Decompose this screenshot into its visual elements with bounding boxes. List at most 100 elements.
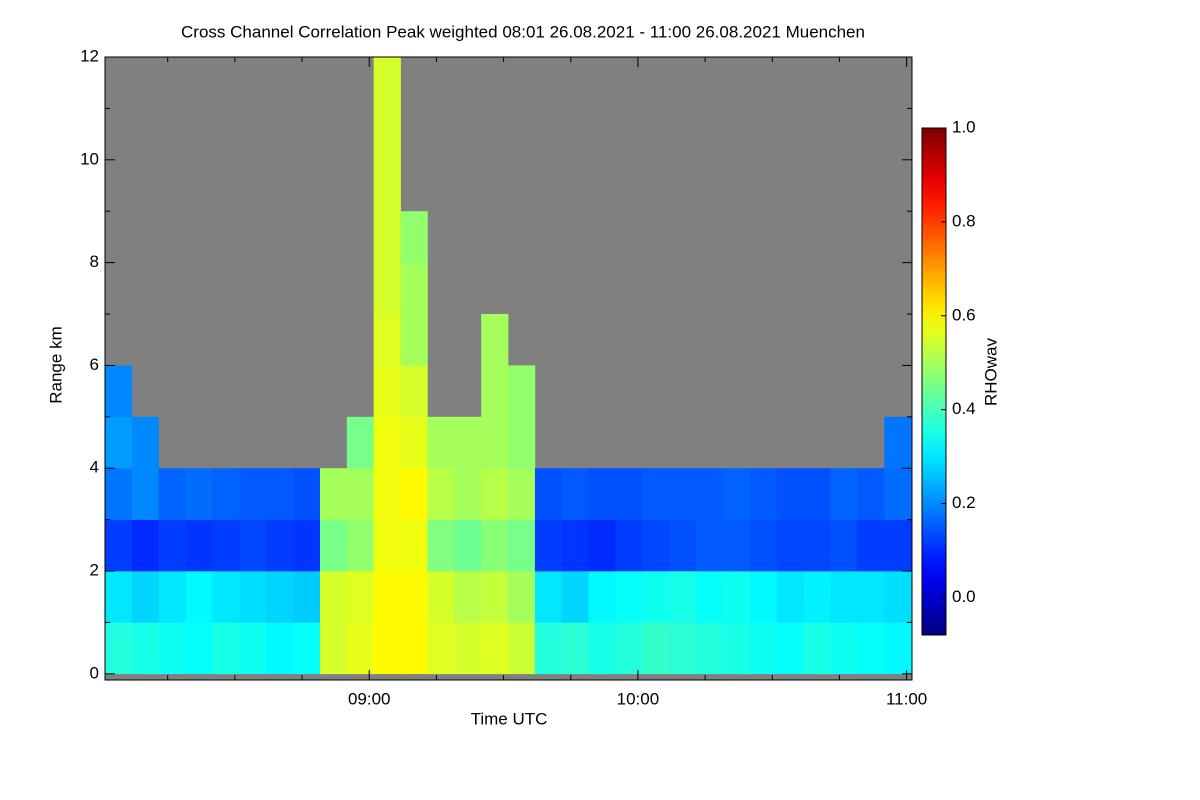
heat-cell [185,519,213,572]
heat-cell [857,622,885,675]
heat-cell [212,468,240,520]
heat-cell [185,468,213,520]
heat-cell [105,519,133,572]
y-tick-label: 10 [80,149,99,168]
colorbar-tick-label: 1.0 [952,117,976,136]
heat-cell [293,571,321,623]
heat-cell [454,519,482,572]
heat-cell [105,468,133,520]
heat-cell [776,622,804,675]
x-tick-label: 10:00 [617,689,660,708]
heat-cell [776,468,804,520]
heat-cell [803,468,831,520]
heat-cell [319,468,348,520]
plot-frame [104,56,913,681]
heat-cell [561,622,589,675]
heat-cell [373,416,401,469]
heat-cell [239,519,267,572]
heat-cell [508,519,536,572]
heat-cell [400,468,428,520]
heat-cell [642,571,670,623]
heat-cell [105,365,133,418]
heat-cell [400,365,428,418]
heat-cell [373,159,401,212]
heat-cell [105,416,133,469]
colorbar-tick-label: 0.8 [952,211,976,230]
heat-cell [561,519,589,572]
heat-cell [158,571,186,623]
heat-cell [669,519,697,572]
heat-cell [185,622,213,675]
colorbar-label: RHOwav [981,337,1000,406]
heat-cell [508,622,536,675]
heat-cell [830,622,858,675]
heat-cell [373,211,401,263]
heat-cell [212,519,240,572]
heat-cell [723,519,751,572]
heat-cell [696,622,724,675]
y-tick-label: 12 [80,46,99,65]
heat-cell [266,519,294,572]
heat-cell [400,262,428,315]
heat-cell [293,622,321,675]
colorbar [921,127,947,636]
y-tick-label: 8 [90,252,99,271]
heat-cell [723,571,751,623]
heat-cell [319,519,348,572]
heat-cell [427,519,455,572]
heat-cell [615,622,643,675]
y-tick-label: 6 [90,355,99,374]
heat-cell [884,416,913,469]
heat-cell [884,519,913,572]
heat-cell [803,519,831,572]
heat-cell [373,108,401,161]
heat-cell [400,211,428,263]
heat-cell [131,571,160,623]
heat-cell [158,519,186,572]
y-axis-label: Range km [46,326,65,403]
heat-cell [588,468,616,520]
heat-cell [454,571,482,623]
heat-cell [239,571,267,623]
heat-cell [373,57,401,109]
heat-cell [346,571,375,623]
heat-cell [373,622,401,675]
heat-cell [346,468,375,520]
heat-cell [669,571,697,623]
heat-cell [454,468,482,520]
colorbar-tick-label: 0.2 [952,493,976,512]
heat-cell [131,416,160,469]
heat-cell [749,468,778,520]
heat-cell [266,571,294,623]
heat-cell [642,622,670,675]
heat-cell [857,571,885,623]
heat-cell [400,314,428,366]
colorbar-tick-label: 0.6 [952,305,976,324]
heat-cell [857,468,885,520]
x-tick-label: 09:00 [348,689,391,708]
heat-cell [669,622,697,675]
heat-cell [346,622,375,675]
y-tick-label: 2 [90,561,99,580]
heat-cell [749,622,778,675]
heat-cell [481,365,509,418]
heat-cell [696,468,724,520]
heat-cell [642,519,670,572]
heat-cell [131,519,160,572]
heat-cell [508,571,536,623]
heat-cell [481,519,509,572]
heat-cell [239,622,267,675]
heat-cell [346,416,375,469]
y-tick-label: 4 [90,458,99,477]
heat-cell [830,571,858,623]
x-tick-label: 11:00 [886,689,927,708]
y-tick-label: 0 [90,663,99,682]
heat-cell [400,571,428,623]
heat-cell [481,468,509,520]
heat-cell [346,519,375,572]
heat-cell [105,571,133,623]
heat-cell [481,622,509,675]
heat-cell [105,622,133,675]
heat-cell [884,622,913,675]
